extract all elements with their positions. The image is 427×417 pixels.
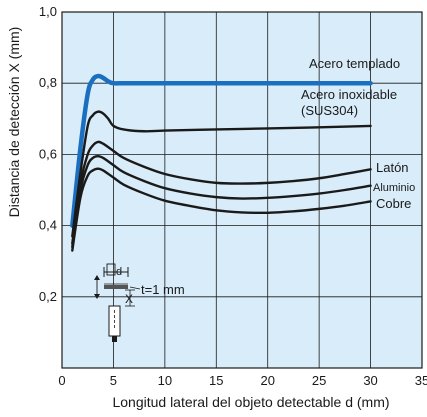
series-line-aluminio (71, 154, 372, 249)
series-labels: Acero templado Acero inoxidable (SUS304) La… (301, 56, 415, 211)
x-tick-label: 30 (363, 373, 377, 388)
label-laton: Latón (376, 160, 409, 175)
y-tick-label: 0,2 (39, 289, 57, 304)
plot-area (62, 12, 422, 368)
y-tick-label: 0,8 (39, 75, 57, 90)
label-cobre: Cobre (376, 196, 411, 211)
y-tick-label: 0,6 (39, 146, 57, 161)
label-acero-templado: Acero templado (309, 56, 400, 71)
plot-frame (61, 11, 423, 369)
x-tick-label: 20 (260, 373, 274, 388)
inset-d-label: d (116, 266, 122, 278)
inset-x-label: X (125, 292, 133, 306)
label-aluminio: Aluminio (373, 182, 415, 194)
x-axis-label: Longitud lateral del objeto detectable d… (112, 394, 389, 410)
y-tick-label: 0,4 (39, 218, 57, 233)
label-acero-inoxidable: Acero inoxidable (SUS304) (301, 87, 397, 118)
y-tick-labels: 0,2 0,4 0,6 0,8 1,0 (39, 4, 57, 304)
series-line-acero-templado (70, 73, 373, 228)
x-tick-labels: 0 5 10 15 20 25 30 35 (58, 373, 427, 388)
x-tick-label: 0 (58, 373, 65, 388)
target-plate (104, 285, 128, 289)
y-axis-label: Distancia de detección X (mm) (6, 27, 22, 218)
y-tick-label: 1,0 (39, 4, 57, 19)
inset-thickness-label: t=1 mm (141, 282, 185, 297)
sensor-cable (112, 336, 117, 342)
sensor-diagram: d t=1 mm X (94, 263, 185, 342)
x-tick-label: 25 (312, 373, 326, 388)
x-tick-label: 35 (415, 373, 427, 388)
x-tick-label: 15 (209, 373, 223, 388)
x-tick-label: 10 (158, 373, 172, 388)
x-tick-label: 5 (110, 373, 117, 388)
series-line-acero-inoxidable (71, 110, 372, 238)
series-layer (70, 73, 373, 252)
series-line-laton (71, 140, 372, 245)
series-line-cobre (71, 167, 372, 252)
